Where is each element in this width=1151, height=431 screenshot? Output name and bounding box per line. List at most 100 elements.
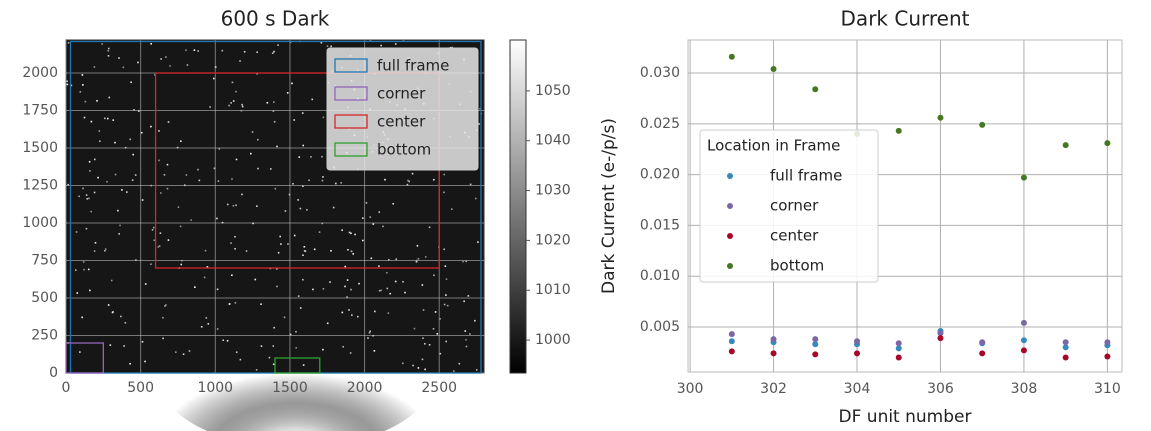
noise-pixel [129, 138, 132, 141]
noise-pixel [150, 42, 153, 45]
x-tick-label: 500 [127, 380, 154, 396]
legend-marker [727, 233, 733, 239]
noise-pixel [226, 203, 229, 206]
data-point [1062, 344, 1069, 351]
noise-pixel [479, 108, 481, 110]
noise-pixel [104, 249, 106, 252]
noise-pixel [99, 140, 101, 143]
noise-pixel [243, 50, 246, 53]
noise-pixel [322, 116, 325, 119]
noise-pixel [231, 178, 233, 180]
noise-pixel [134, 174, 137, 176]
noise-pixel [114, 141, 116, 144]
y-tick-label: 0.030 [640, 65, 680, 81]
noise-pixel [74, 269, 77, 271]
noise-pixel [108, 96, 111, 99]
chart-title: Dark Current [841, 7, 970, 31]
noise-pixel [152, 226, 155, 229]
noise-pixel [107, 49, 110, 52]
noise-pixel [157, 246, 160, 248]
noise-pixel [445, 278, 448, 280]
noise-pixel [291, 82, 293, 85]
noise-pixel [302, 144, 305, 147]
noise-pixel [320, 41, 323, 44]
noise-pixel [106, 117, 109, 120]
noise-pixel [241, 105, 244, 108]
noise-pixel [369, 216, 372, 218]
noise-pixel [186, 64, 189, 66]
noise-pixel [159, 232, 162, 234]
noise-pixel [197, 50, 200, 52]
noise-pixel [312, 288, 314, 291]
data-point [895, 354, 902, 361]
x-tick-label: 1000 [197, 380, 233, 396]
data-point [937, 330, 944, 337]
noise-pixel [274, 187, 277, 190]
legend-label: bottom [377, 141, 431, 159]
noise-pixel [234, 247, 236, 250]
noise-pixel [386, 271, 388, 274]
colorbar-tick-label: 1040 [535, 133, 571, 149]
noise-pixel [322, 176, 324, 178]
noise-pixel [70, 84, 73, 87]
noise-pixel [271, 52, 274, 55]
noise-pixel [378, 265, 380, 267]
noise-pixel [232, 100, 235, 102]
noise-pixel [350, 250, 353, 253]
noise-pixel [104, 248, 107, 250]
x-tick-label: 308 [1011, 381, 1038, 397]
noise-pixel [118, 57, 120, 59]
y-tick-label: 2000 [22, 65, 58, 81]
noise-pixel [358, 282, 360, 285]
noise-pixel [361, 217, 364, 219]
noise-pixel [107, 47, 110, 50]
noise-pixel [228, 104, 230, 107]
x-tick-label: 304 [844, 381, 871, 397]
noise-pixel [469, 183, 472, 186]
data-point [895, 345, 902, 352]
noise-pixel [284, 210, 287, 212]
data-point [1104, 353, 1111, 360]
noise-pixel [132, 153, 134, 156]
noise-pixel [158, 130, 160, 132]
legend-label: full frame [770, 167, 842, 185]
noise-pixel [107, 304, 110, 306]
region-box [274, 357, 321, 374]
noise-pixel [121, 189, 123, 191]
noise-pixel [477, 241, 479, 243]
noise-pixel [370, 257, 373, 260]
noise-pixel [443, 248, 445, 251]
noise-pixel [463, 300, 465, 303]
noise-pixel [101, 43, 103, 45]
legend-swatch [334, 142, 368, 157]
colorbar [509, 39, 527, 374]
noise-pixel [162, 337, 164, 340]
data-point [1104, 140, 1111, 147]
x-tick-label: 2500 [421, 380, 457, 396]
data-point [1020, 347, 1027, 354]
noise-pixel [123, 345, 125, 347]
noise-pixel [204, 249, 207, 252]
noise-pixel [90, 210, 92, 213]
legend-label: full frame [377, 57, 449, 75]
noise-pixel [83, 116, 86, 119]
noise-pixel [160, 58, 162, 60]
noise-pixel [169, 65, 171, 67]
noise-pixel [177, 206, 180, 208]
noise-pixel [167, 121, 170, 123]
noise-pixel [206, 266, 209, 268]
data-point [937, 335, 944, 342]
noise-pixel [209, 106, 211, 108]
noise-pixel [287, 243, 289, 245]
colorbar-tick-label: 1050 [535, 83, 571, 99]
data-point [812, 336, 819, 343]
noise-pixel [120, 315, 122, 318]
noise-pixel [83, 268, 85, 271]
noise-pixel [464, 330, 467, 332]
noise-pixel [451, 208, 453, 210]
noise-pixel [321, 179, 324, 182]
noise-pixel [428, 226, 431, 229]
x-tick-label: 306 [927, 381, 954, 397]
noise-pixel [413, 327, 416, 330]
noise-pixel [303, 245, 306, 248]
